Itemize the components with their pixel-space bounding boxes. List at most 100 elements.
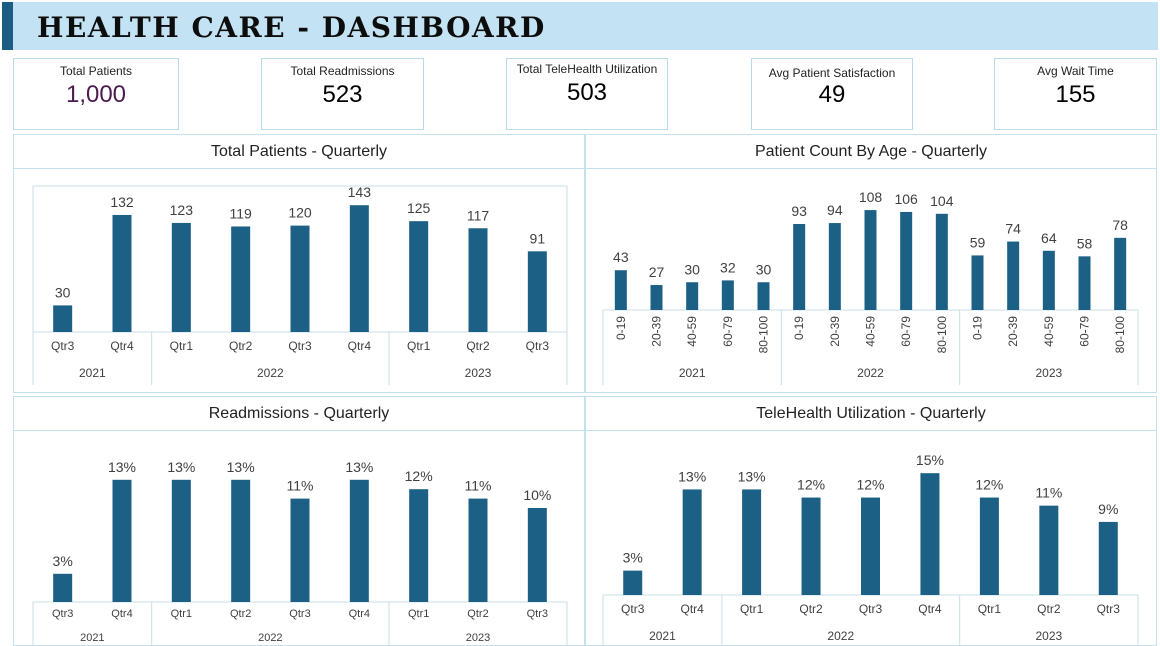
chart-title: Total Patients - Quarterly	[14, 135, 584, 169]
category-tick-label: Qtr1	[740, 602, 764, 616]
year-group-label: 2022	[258, 632, 282, 644]
bar	[801, 497, 821, 595]
bar	[53, 573, 73, 602]
kpi-value: 1,000	[65, 81, 127, 108]
category-tick-label: 0-19	[792, 316, 806, 340]
category-tick-label: 80-100	[935, 316, 949, 354]
data-label: 9%	[1098, 501, 1118, 517]
category-tick-label: 0-19	[971, 316, 985, 340]
chart-title: TeleHealth Utilization - Quarterly	[586, 397, 1156, 431]
bar	[1098, 521, 1118, 595]
category-tick-label: Qtr3	[289, 608, 310, 620]
data-label: 104	[930, 193, 954, 209]
category-tick-label: 80-100	[1113, 316, 1127, 354]
category-tick-label: 80-100	[757, 316, 771, 354]
kpi-label: Total Patients	[59, 64, 133, 78]
kpi-label: Avg Patient Satisfaction	[768, 66, 896, 80]
data-label: 43	[613, 249, 629, 265]
bar	[290, 225, 310, 332]
bar	[1078, 256, 1091, 310]
dashboard-title: HEALTH CARE - DASHBOARD	[37, 11, 546, 44]
category-tick-label: 40-59	[1042, 316, 1056, 347]
chart-canvas: 2021 2022 2023 30 Qtr3 132 Qtr4 123 Qtr1 119 Qtr2 1…	[32, 184, 568, 385]
category-tick-label: Qtr4	[349, 608, 370, 620]
category-tick-label: Qtr2	[229, 339, 253, 353]
category-tick-label: Qtr4	[918, 602, 942, 616]
kpi-label: Avg Wait Time	[1037, 64, 1114, 78]
data-label: 10%	[523, 487, 551, 503]
category-tick-label: 20-39	[650, 316, 664, 347]
data-label: 59	[970, 234, 986, 250]
kpi-label: Total Readmissions	[290, 64, 395, 78]
data-label: 58	[1077, 235, 1093, 251]
year-group-label: 2021	[649, 629, 676, 643]
bar	[112, 214, 132, 332]
bar	[861, 497, 880, 595]
year-group-label: 2021	[79, 366, 106, 380]
category-tick-label: Qtr3	[526, 339, 550, 353]
bar	[1042, 250, 1055, 310]
kpi-value: 503	[566, 79, 608, 106]
bar	[793, 223, 806, 310]
chart-patient-count-by-age: Patient Count By Age - Quarterly 2021 202…	[585, 134, 1157, 393]
category-tick-label: 20-39	[828, 316, 842, 347]
category-tick-label: Qtr4	[680, 602, 704, 616]
bar	[468, 498, 488, 602]
chart-readmissions-quarterly: Readmissions - Quarterly 2021 2022 2023 3% Q…	[13, 396, 585, 646]
data-label: 132	[110, 194, 134, 210]
kpi-card-total-telehealth: Total TeleHealth Utilization 503	[506, 58, 668, 130]
kpi-value: 155	[1055, 81, 1096, 108]
bar	[682, 489, 702, 595]
data-label: 32	[720, 259, 736, 275]
bar	[721, 280, 734, 310]
year-group-label: 2022	[857, 366, 884, 380]
data-label: 11%	[465, 478, 492, 494]
kpi-card-avg-wait-time: Avg Wait Time 155	[994, 58, 1157, 130]
category-tick-label: Qtr3	[52, 608, 73, 620]
data-label: 120	[288, 205, 312, 221]
category-tick-label: Qtr2	[467, 608, 488, 620]
data-label: 94	[827, 202, 843, 218]
bar	[1007, 241, 1020, 310]
category-tick-label: Qtr2	[799, 602, 823, 616]
category-tick-label: 40-59	[685, 316, 699, 347]
bar	[231, 226, 251, 332]
bar	[864, 210, 877, 310]
data-label: 125	[407, 200, 431, 216]
bar	[171, 222, 191, 332]
chart-total-patients-quarterly: Total Patients - Quarterly 2021 2022 2023 3…	[13, 134, 585, 393]
category-tick-label: Qtr4	[110, 339, 134, 353]
bar	[527, 251, 547, 332]
data-label: 15%	[916, 452, 944, 468]
year-group-label: 2022	[257, 366, 284, 380]
bar	[53, 305, 73, 332]
kpi-value: 49	[818, 81, 846, 108]
category-tick-label: Qtr1	[407, 339, 431, 353]
bar	[742, 489, 762, 595]
bar	[171, 479, 191, 602]
chart-telehealth-utilization: TeleHealth Utilization - Quarterly 2021 2…	[585, 396, 1157, 646]
year-group-label: 2022	[827, 629, 854, 643]
data-label: 12%	[797, 477, 825, 493]
kpi-card-avg-satisfaction: Avg Patient Satisfaction 49	[751, 58, 913, 130]
year-group-label: 2021	[80, 632, 104, 644]
bar	[349, 479, 369, 602]
chart-title: Readmissions - Quarterly	[14, 397, 584, 431]
category-tick-label: Qtr3	[621, 602, 645, 616]
year-group-label: 2021	[679, 366, 706, 380]
data-label: 117	[467, 207, 490, 223]
kpi-card-total-readmissions: Total Readmissions 523	[261, 58, 424, 130]
bar	[900, 211, 913, 310]
data-label: 13%	[167, 459, 195, 475]
year-group-label: 2023	[465, 366, 492, 380]
bar	[650, 285, 663, 310]
year-group-label: 2023	[1035, 629, 1062, 643]
bar	[112, 479, 132, 602]
bar	[231, 479, 251, 602]
data-label: 13%	[227, 459, 255, 475]
kpi-value: 523	[322, 81, 363, 108]
category-tick-label: Qtr3	[1097, 602, 1121, 616]
category-tick-label: Qtr4	[111, 608, 132, 620]
bar	[757, 282, 770, 310]
data-label: 74	[1005, 221, 1021, 237]
